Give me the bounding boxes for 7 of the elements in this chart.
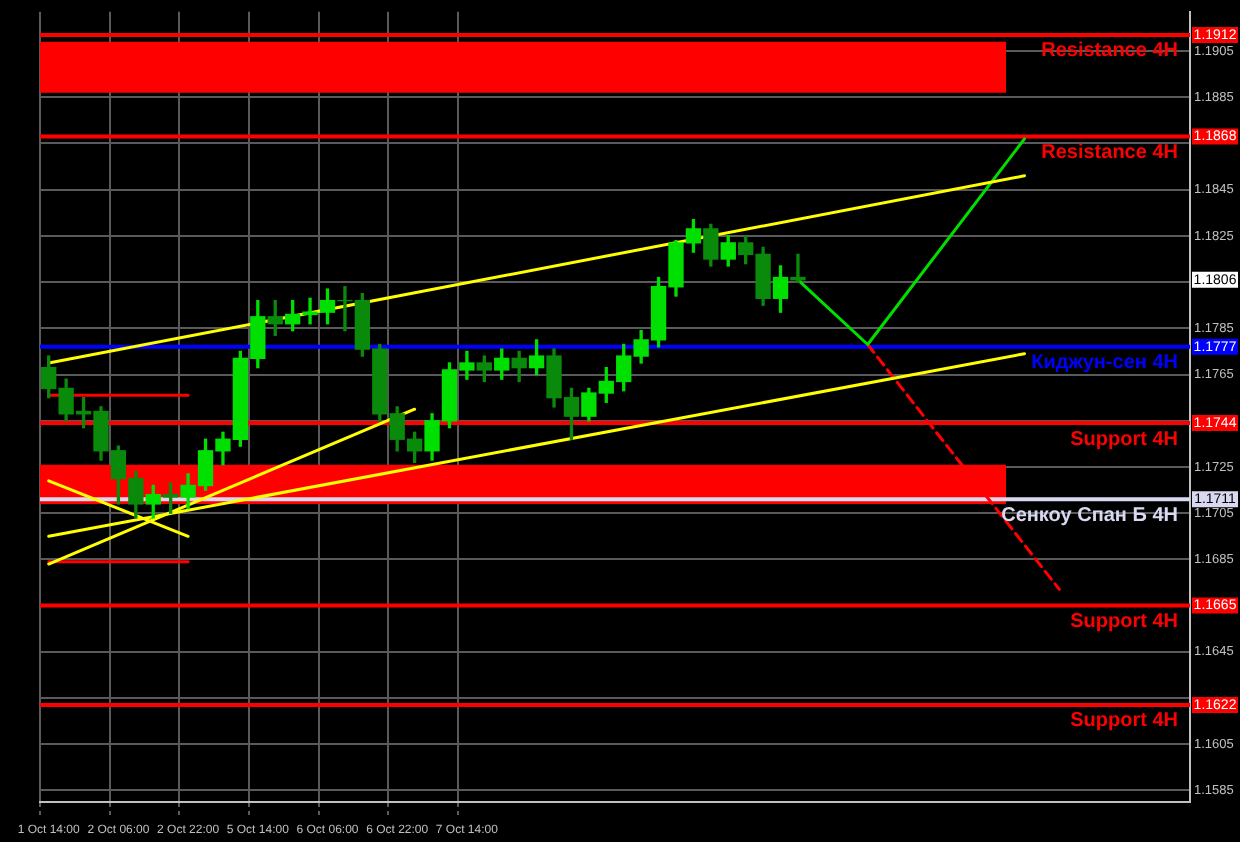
- ref-line-label: Сенкоу Спан Б 4H: [1001, 504, 1178, 527]
- ref-line-label: Resistance 4H: [1041, 40, 1178, 63]
- ref-line-label: Support 4H: [1070, 611, 1178, 634]
- ref-line-label: Support 4H: [1070, 428, 1178, 451]
- ref-line-label: Support 4H: [1070, 710, 1178, 733]
- ref-line-label: Киджун-сен 4H: [1031, 352, 1178, 375]
- ref-line-label: Resistance 4H: [1041, 142, 1178, 165]
